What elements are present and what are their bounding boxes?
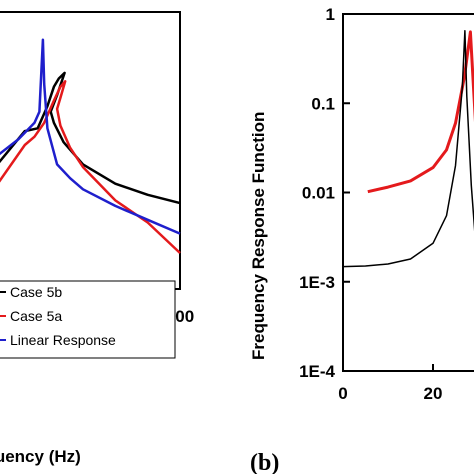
panel-b-plot-frame [342, 13, 474, 372]
legend-label-case-5b: Case 5b [10, 284, 62, 300]
panel-b-y-axis-title: Frequency Response Function [249, 112, 268, 360]
panel-b-ticks: 1 0.1 0.01 1E-3 1E-40 20 [299, 5, 442, 403]
panel-b-x-tick-label-20: 20 [424, 384, 443, 403]
panel-b-series-line-red [367, 30, 474, 194]
panel-b: 1 0.1 0.01 1E-3 1E-40 20 Frequency Response F… [249, 5, 474, 474]
panel-b-y-tick-label-0-01: 0.01 [302, 184, 335, 203]
panel-a-series-line-case-5a [0, 80, 181, 254]
panel-b-label: (b) [250, 450, 279, 474]
panel-b-series-line-black [342, 29, 474, 268]
panel-b-y-tick-label-0-1: 0.1 [311, 94, 335, 113]
panel-b-x-tick-label-0: 0 [338, 384, 347, 403]
legend-label-case-5a: Case 5a [10, 308, 62, 324]
panel-b-series [342, 29, 474, 268]
panel-a: 6080100 Case 5b Case 5a Linear Response … [0, 11, 194, 466]
panel-b-y-tick-label-1: 1 [326, 5, 335, 24]
panel-a-plot-frame [0, 11, 181, 290]
panel-b-y-tick-label-1e-4: 1E-4 [299, 362, 335, 381]
legend-label-linear-response: Linear Response [10, 332, 116, 348]
panel-b-y-tick-label-1e-3: 1E-3 [299, 273, 335, 292]
legend-box [0, 280, 176, 359]
panel-a-series [0, 38, 181, 254]
panel-a-series-line-case-5b [0, 71, 181, 205]
panel-a-series-line-linear-response [0, 38, 181, 235]
panel-a-x-axis-title: Frequency (Hz) [0, 447, 81, 466]
panel-a-legend: Case 5b Case 5a Linear Response [0, 280, 176, 359]
